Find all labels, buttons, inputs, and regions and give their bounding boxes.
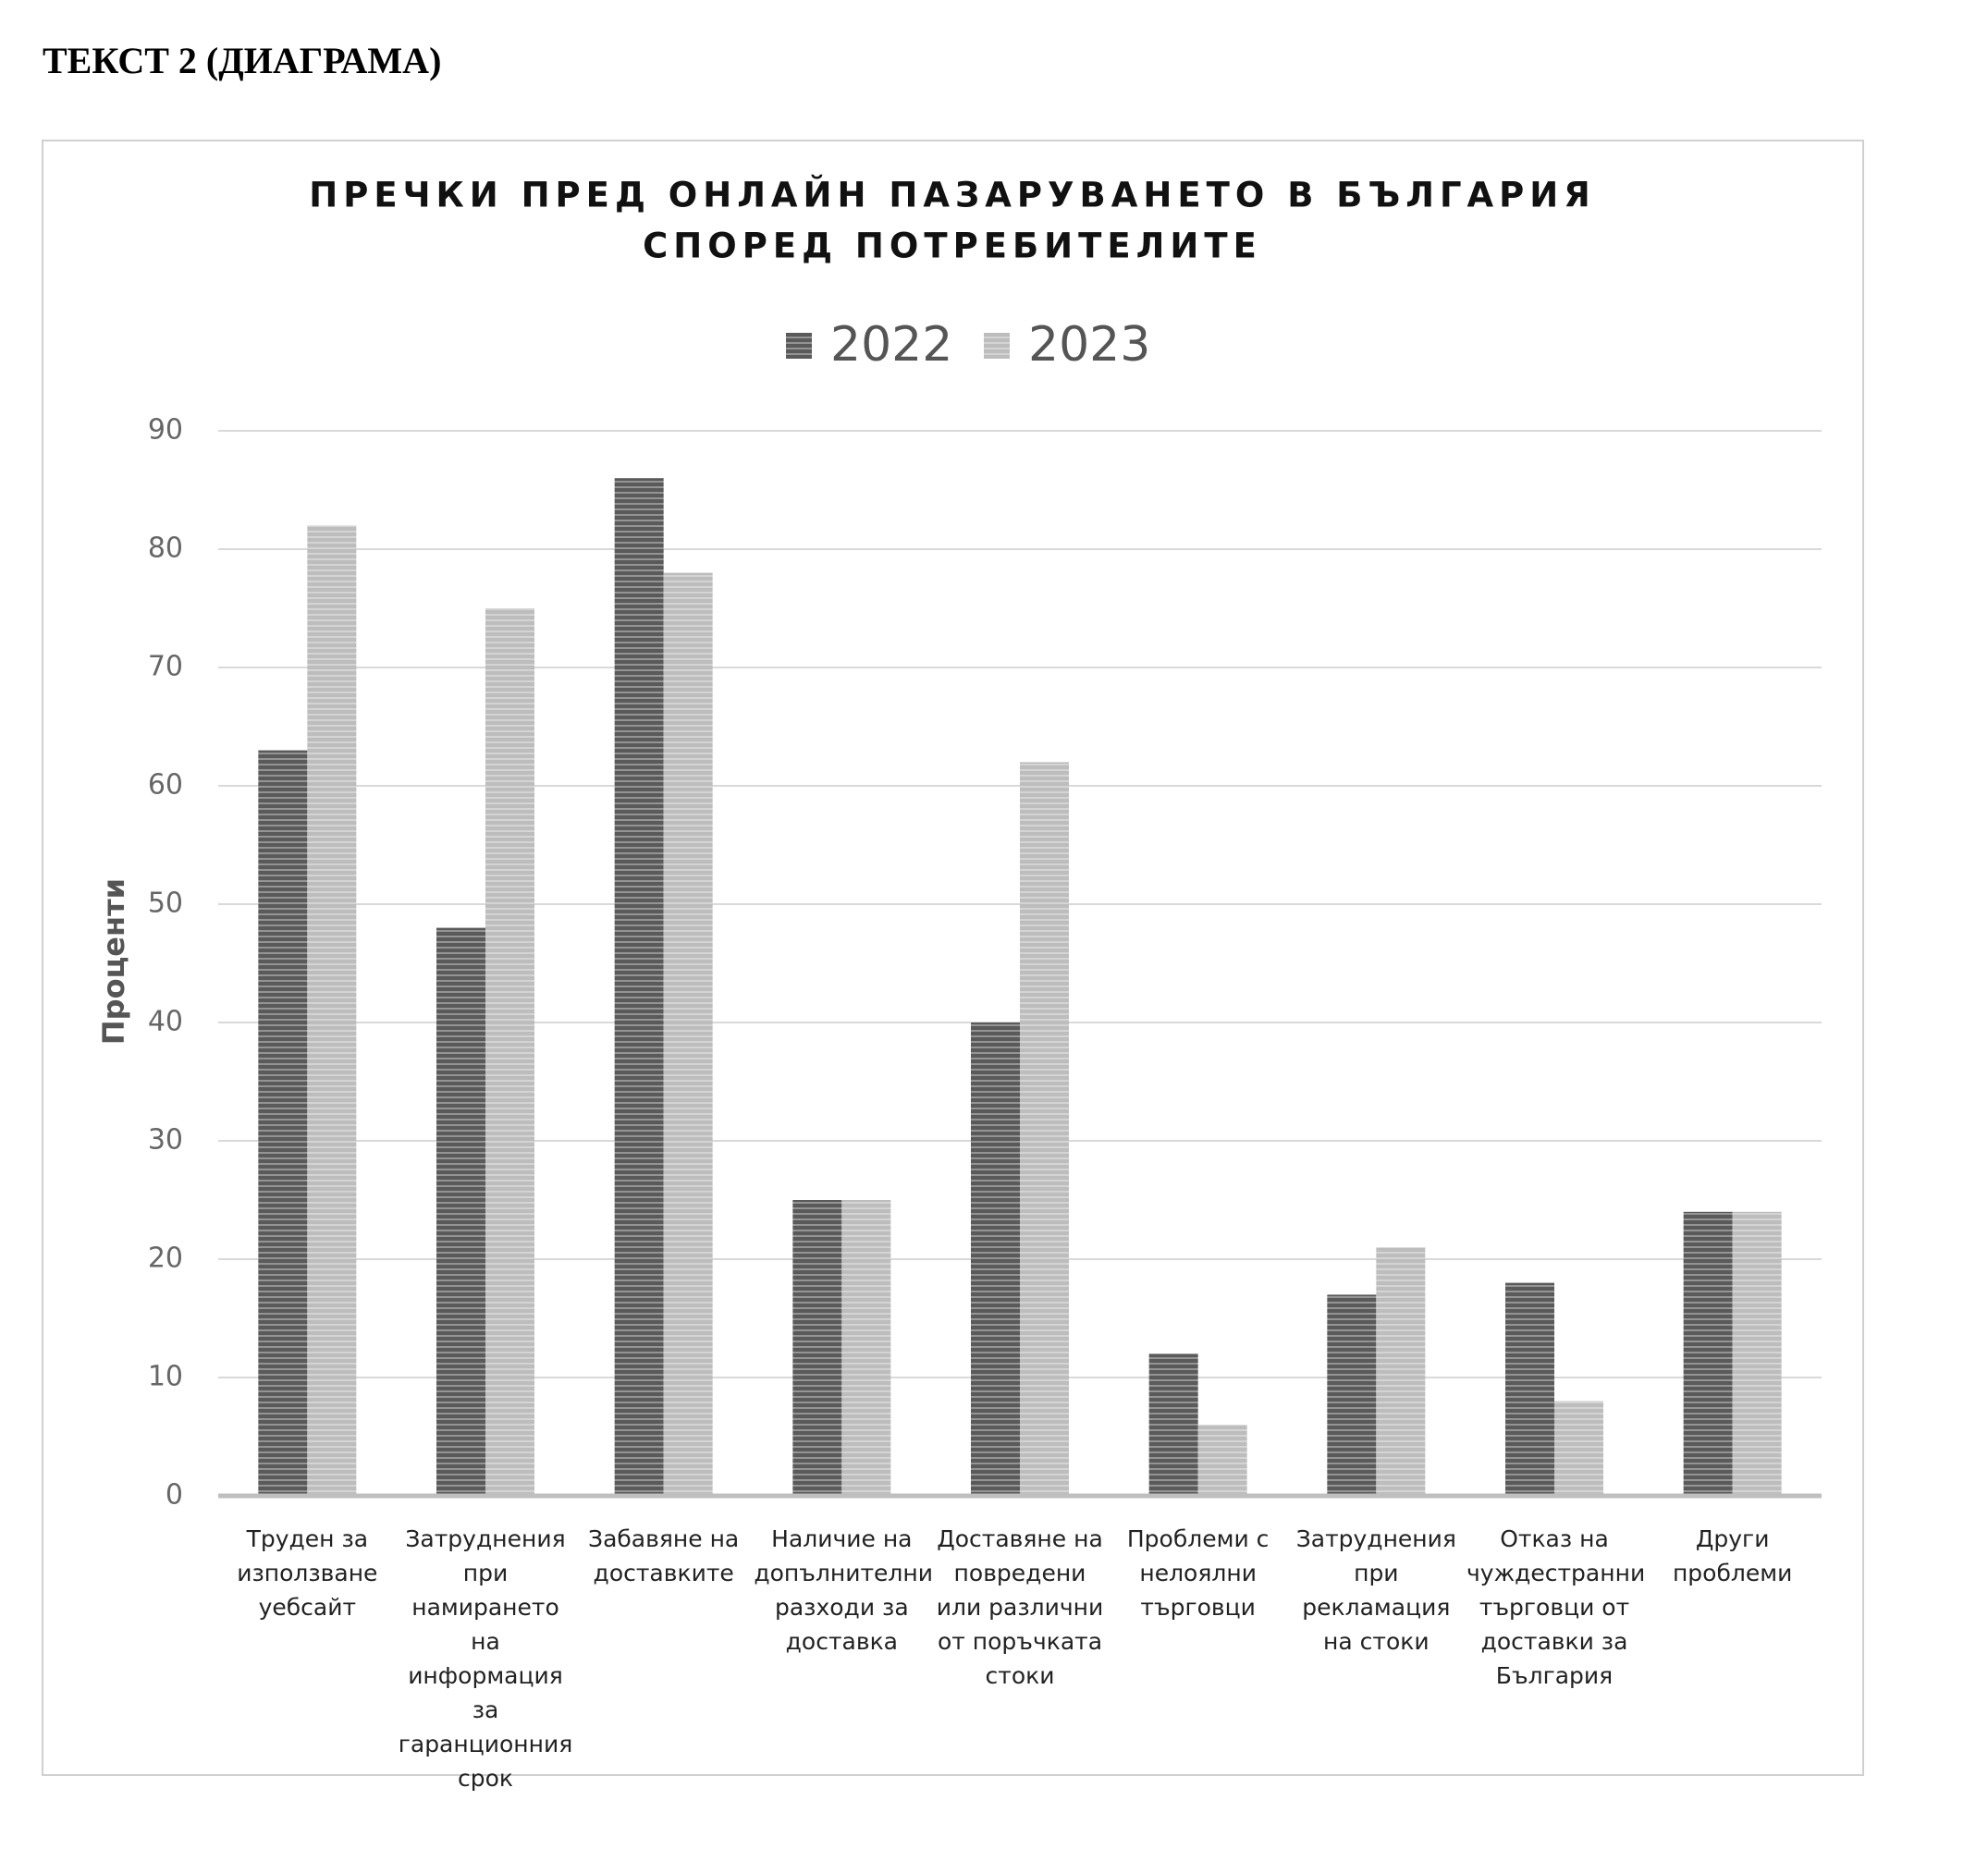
y-tick-label: 10 (148, 1361, 183, 1393)
chart-title: СПОРЕД ПОТРЕБИТЕЛИТЕ (643, 227, 1262, 266)
bar (841, 1200, 891, 1496)
y-tick-label: 20 (148, 1243, 183, 1275)
bar (1376, 1247, 1426, 1496)
x-tick-label: Отказ на чуждестранни търговци от достав… (1466, 1525, 1646, 1689)
y-tick-label: 50 (148, 888, 183, 920)
bar (792, 1200, 842, 1496)
x-tick-label: Затруднения при намирането на информация… (398, 1525, 573, 1792)
legend-label: 2023 (1028, 317, 1150, 373)
bar (1197, 1425, 1247, 1496)
bar (1683, 1211, 1733, 1496)
y-tick-label: 90 (148, 414, 183, 447)
bar (971, 1022, 1020, 1496)
x-tick-label: Затруднения при рекламация на стоки (1295, 1525, 1456, 1655)
x-tick-label: Забавяне на доставките (588, 1525, 740, 1586)
x-tick-label: Проблеми с нелоялни търговци (1126, 1525, 1270, 1621)
x-tick-label: Доставяне на повредени или различни от п… (936, 1525, 1104, 1689)
chart-title: ПРЕЧКИ ПРЕД ОНЛАЙН ПАЗАРУВАНЕТО В БЪЛГАР… (309, 175, 1596, 215)
legend-label: 2022 (830, 317, 952, 373)
bar (485, 608, 534, 1496)
bar (614, 478, 664, 1497)
heading: ТЕКСТ 2 (ДИАГРАМА) (43, 40, 442, 81)
y-tick-label: 80 (148, 533, 183, 565)
x-tick-label: Труден за използване уебсайт (237, 1525, 378, 1621)
bar (436, 927, 485, 1496)
legend-swatch (786, 333, 812, 359)
y-tick-label: 60 (148, 769, 183, 802)
bar (1148, 1353, 1198, 1496)
bar (307, 525, 357, 1496)
bar (1020, 762, 1069, 1496)
bar (1505, 1282, 1554, 1496)
bar (1554, 1401, 1603, 1496)
bar (663, 572, 713, 1496)
y-tick-label: 70 (148, 651, 183, 683)
y-tick-label: 0 (166, 1479, 183, 1512)
legend-swatch (984, 333, 1010, 359)
y-axis-label: Проценти (96, 878, 131, 1045)
bar (1327, 1294, 1377, 1496)
bar (258, 750, 308, 1496)
bar (1732, 1211, 1782, 1496)
x-tick-label: Наличие на допълнителни разходи за доста… (754, 1525, 934, 1655)
x-tick-label: Други проблеми (1672, 1525, 1793, 1586)
y-tick-label: 40 (148, 1006, 183, 1038)
y-tick-label: 30 (148, 1124, 183, 1157)
